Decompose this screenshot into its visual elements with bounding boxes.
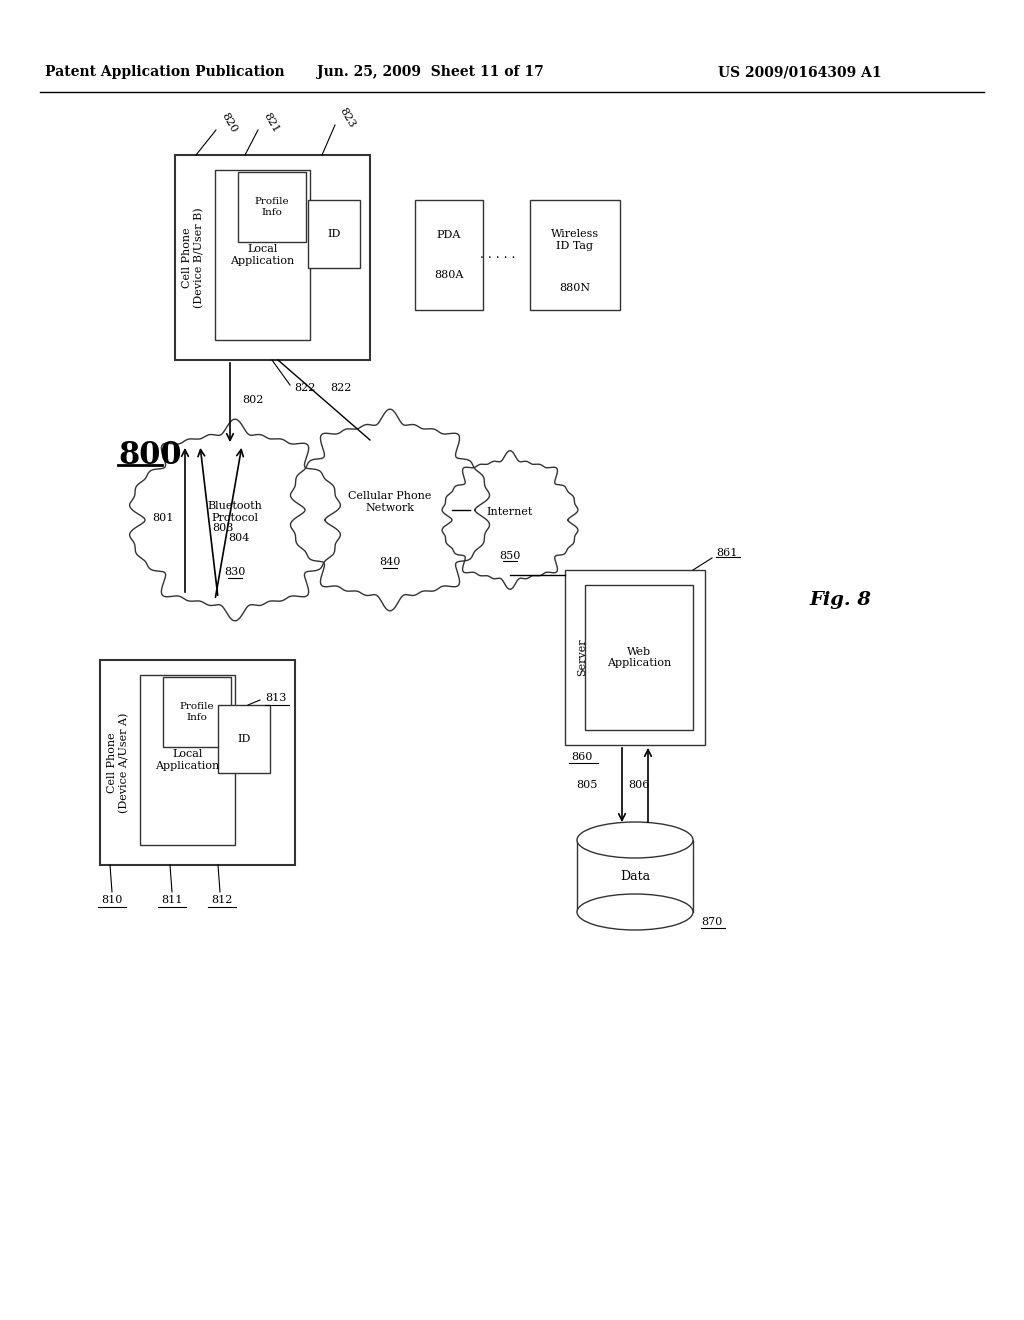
Text: . . . . .: . . . . .: [480, 248, 516, 261]
Text: 830: 830: [224, 568, 246, 577]
Text: 850: 850: [500, 550, 520, 561]
Polygon shape: [291, 409, 489, 611]
Text: Server: Server: [577, 639, 587, 676]
Text: Patent Application Publication: Patent Application Publication: [45, 65, 285, 79]
Text: Local
Application: Local Application: [156, 750, 219, 771]
Text: 860: 860: [571, 752, 593, 762]
FancyBboxPatch shape: [415, 201, 483, 310]
Text: 880N: 880N: [559, 282, 591, 293]
Text: 870: 870: [701, 917, 722, 927]
Text: Cell Phone
(Device A/User A): Cell Phone (Device A/User A): [108, 713, 129, 813]
Text: ID: ID: [328, 228, 341, 239]
Text: 823: 823: [338, 106, 357, 129]
Text: 822: 822: [294, 383, 315, 393]
FancyBboxPatch shape: [163, 677, 231, 747]
FancyBboxPatch shape: [218, 705, 270, 774]
FancyBboxPatch shape: [175, 154, 370, 360]
Text: US 2009/0164309 A1: US 2009/0164309 A1: [718, 65, 882, 79]
Polygon shape: [442, 450, 578, 589]
Text: 821: 821: [262, 111, 282, 135]
Text: Jun. 25, 2009  Sheet 11 of 17: Jun. 25, 2009 Sheet 11 of 17: [316, 65, 544, 79]
Bar: [577, 840, 693, 912]
FancyBboxPatch shape: [585, 585, 693, 730]
Text: Data: Data: [620, 870, 650, 883]
Text: 822: 822: [330, 383, 351, 393]
Text: Cellular Phone
Network: Cellular Phone Network: [348, 491, 432, 512]
Text: Internet: Internet: [486, 507, 534, 517]
Polygon shape: [130, 420, 340, 620]
Text: Wireless
ID Tag: Wireless ID Tag: [551, 230, 599, 251]
FancyBboxPatch shape: [238, 172, 306, 242]
Text: Profile
Info: Profile Info: [255, 197, 290, 216]
Text: 861: 861: [716, 548, 737, 558]
Text: 802: 802: [242, 395, 263, 405]
Text: Fig. 8: Fig. 8: [809, 591, 871, 609]
Text: Web
Application: Web Application: [607, 647, 671, 668]
Text: 820: 820: [220, 111, 240, 135]
Text: ID: ID: [238, 734, 251, 744]
Text: Bluetooth
Protocol: Bluetooth Protocol: [208, 502, 262, 523]
Text: Profile
Info: Profile Info: [179, 702, 214, 722]
Text: PDA: PDA: [437, 230, 461, 240]
Text: 813: 813: [265, 693, 287, 704]
Text: Cell Phone
(Device B/User B): Cell Phone (Device B/User B): [182, 207, 204, 308]
Text: 806: 806: [628, 780, 649, 789]
Text: 804: 804: [228, 533, 250, 543]
Text: 880A: 880A: [434, 271, 464, 280]
FancyBboxPatch shape: [565, 570, 705, 744]
Text: 803: 803: [212, 523, 233, 533]
FancyBboxPatch shape: [100, 660, 295, 865]
Ellipse shape: [577, 822, 693, 858]
Text: 800: 800: [118, 440, 181, 470]
Ellipse shape: [577, 894, 693, 931]
FancyBboxPatch shape: [215, 170, 310, 341]
Text: 811: 811: [162, 895, 182, 906]
Text: 810: 810: [101, 895, 123, 906]
FancyBboxPatch shape: [530, 201, 620, 310]
Text: 801: 801: [153, 513, 174, 523]
Text: Local
Application: Local Application: [230, 244, 295, 265]
Text: 805: 805: [577, 780, 598, 789]
FancyBboxPatch shape: [140, 675, 234, 845]
Text: 812: 812: [211, 895, 232, 906]
FancyBboxPatch shape: [308, 201, 360, 268]
Text: 840: 840: [379, 557, 400, 568]
